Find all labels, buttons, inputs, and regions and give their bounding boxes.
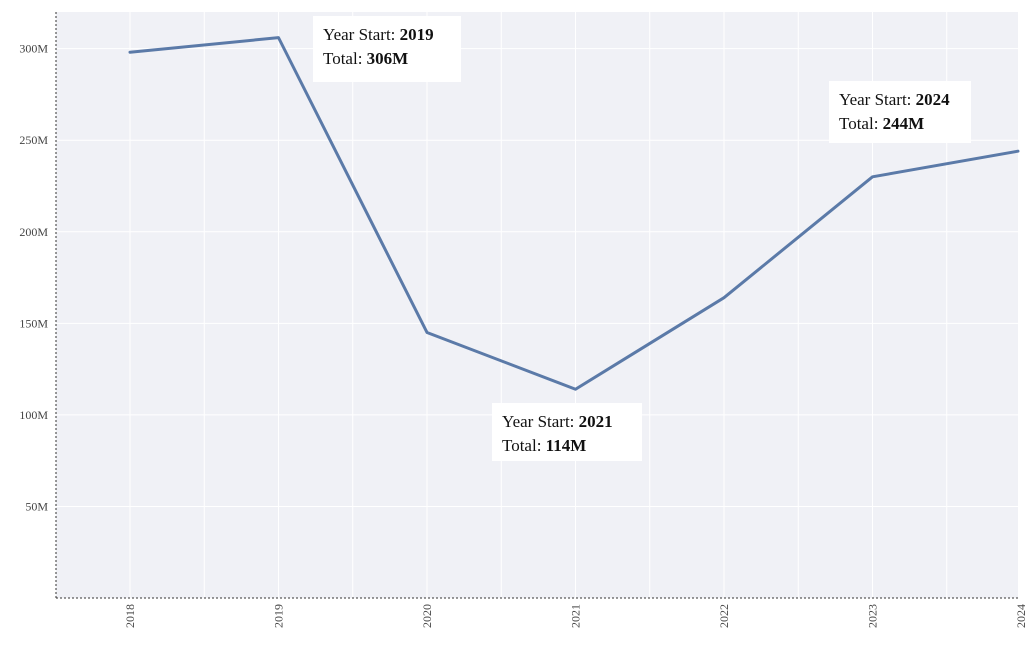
annotation-tooltip: Year Start: 2024 Total: 244M [829, 81, 971, 143]
x-tick-label: 2021 [569, 604, 583, 628]
y-tick-label: 300M [19, 42, 48, 56]
tooltip-total-line: Total: 306M [323, 49, 408, 68]
x-tick-labels: 2018 2019 2020 2021 2022 2023 2024 [123, 604, 1026, 628]
y-tick-label: 150M [19, 316, 48, 330]
tooltip-total-line: Total: 244M [839, 114, 924, 133]
annotation-tooltip: Year Start: 2019 Total: 306M [313, 16, 461, 82]
y-tick-label: 250M [19, 133, 48, 147]
tooltip-year-line: Year Start: 2019 [323, 25, 434, 44]
tooltip-year-line: Year Start: 2024 [839, 90, 950, 109]
x-tick-label: 2018 [123, 604, 137, 628]
y-tick-labels: 50M 100M 150M 200M 250M 300M [19, 42, 48, 514]
x-tick-label: 2022 [717, 604, 731, 628]
tooltip-total-line: Total: 114M [502, 436, 586, 455]
y-tick-label: 200M [19, 225, 48, 239]
x-tick-label: 2023 [866, 604, 880, 628]
y-tick-label: 100M [19, 408, 48, 422]
y-tick-label: 50M [25, 499, 48, 513]
x-tick-label: 2020 [420, 604, 434, 628]
tooltip-year-line: Year Start: 2021 [502, 412, 613, 431]
annotation-tooltip: Year Start: 2021 Total: 114M [492, 403, 642, 461]
x-tick-label: 2019 [272, 604, 286, 628]
x-tick-label: 2024 [1014, 604, 1026, 628]
